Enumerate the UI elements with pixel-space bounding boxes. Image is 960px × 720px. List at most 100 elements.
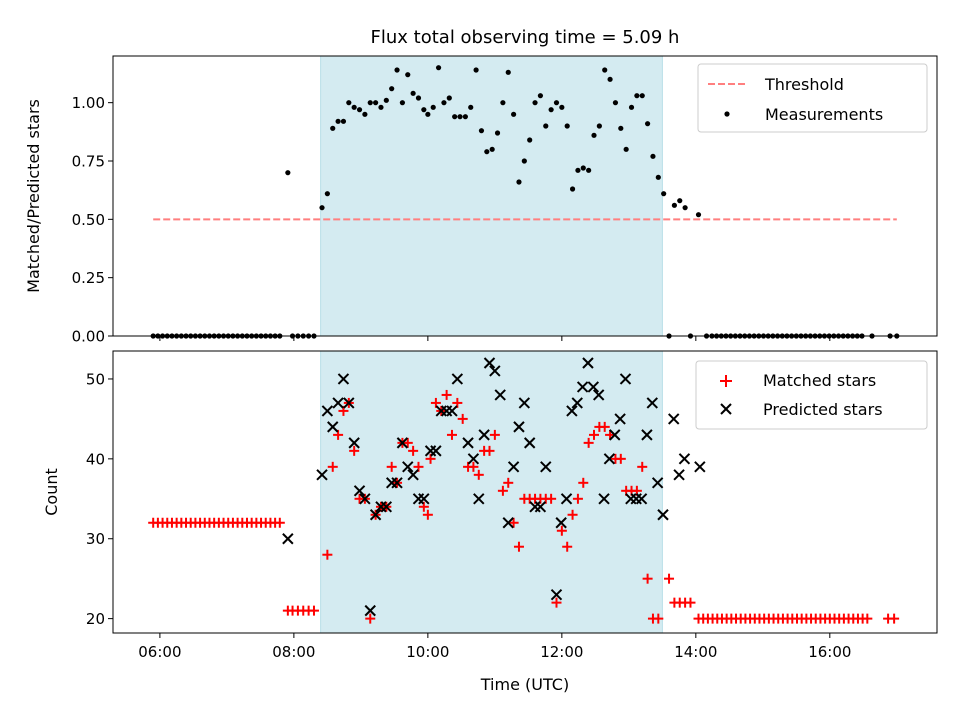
figure-title: Flux total observing time = 5.09 h	[371, 27, 680, 48]
x-tick-label: 14:00	[674, 643, 717, 661]
measurements-legend-swatch	[724, 111, 730, 117]
ratio-panel: 0.00 0.25 0.50 0.75 1.00 Matched/Predicted s…	[24, 55, 938, 346]
matched-star-point	[556, 525, 567, 536]
predicted-star-point	[534, 501, 547, 513]
predicted-stars-points	[282, 357, 706, 617]
measurement-point	[324, 191, 330, 197]
predicted-star-point	[353, 485, 366, 497]
predicted-star-point	[391, 477, 403, 489]
measurement-point	[511, 111, 517, 117]
predicted-star-point	[614, 413, 626, 425]
predicted-star-point	[550, 588, 563, 601]
matched-star-point	[386, 461, 397, 472]
predicted-star-point	[369, 509, 382, 521]
predicted-star-point	[359, 493, 371, 505]
measurement-point	[399, 100, 406, 106]
ratio-y-tick-label: 0.50	[72, 211, 105, 229]
measurement-point	[446, 95, 452, 101]
predicted-star-point	[507, 461, 520, 473]
matched-star-point	[615, 453, 626, 464]
measurement-point	[383, 97, 389, 103]
matched-star-point	[418, 501, 429, 512]
measurement-point	[537, 93, 544, 99]
predicted-star-point	[402, 461, 414, 473]
measurement-point	[285, 170, 291, 176]
measurement-point	[319, 205, 325, 211]
matched-star-point	[468, 461, 479, 472]
predicted-star-point	[635, 493, 648, 505]
matched-star-point	[489, 429, 500, 440]
matched-star-point	[508, 517, 519, 528]
measurement-point	[564, 123, 570, 129]
matched-star-point	[599, 421, 610, 432]
measurement-point	[586, 167, 592, 173]
measurement-point	[494, 130, 501, 136]
measurement-point	[356, 107, 363, 113]
measurement-point	[532, 100, 538, 106]
x-tick-label: 06:00	[138, 643, 181, 661]
measurement-point	[553, 100, 560, 106]
count-legend: Matched stars Predicted stars	[695, 360, 928, 430]
measurement-point	[655, 174, 661, 180]
measurement-point	[682, 205, 688, 211]
matched-star-point	[685, 597, 696, 608]
measurement-point	[612, 100, 619, 106]
ratio-y-tick-label: 1.00	[72, 94, 105, 112]
predicted-star-point	[407, 469, 419, 481]
matched-star-point	[664, 573, 675, 584]
matched-star-point	[572, 493, 583, 504]
count-x-ticks: 06:00 08:00 10:00 12:00 14:00 16:00	[138, 633, 851, 661]
measurement-point	[569, 186, 576, 192]
count-panel-frame	[112, 350, 938, 634]
matched-star-point	[862, 613, 873, 624]
matched-star-point	[497, 485, 508, 496]
predicted-star-point	[396, 437, 409, 449]
ratio-y-axis-label: Matched/Predicted stars	[24, 99, 43, 293]
ratio-y-tick-label: 0.00	[72, 328, 105, 346]
measurement-point	[362, 111, 368, 117]
predicted-star-point	[380, 501, 393, 513]
measurement-point	[644, 121, 651, 127]
predicted-star-point	[694, 461, 706, 473]
ratio-x-ticks	[159, 336, 831, 341]
x-axis-label: Time (UTC)	[480, 675, 569, 694]
predicted-star-point	[473, 493, 485, 505]
matched-star-point	[452, 397, 463, 408]
count-y-tick-label: 30	[86, 530, 105, 548]
measurement-point	[415, 95, 422, 101]
measurement-point	[623, 146, 629, 152]
predicted-star-point	[348, 437, 360, 449]
measurement-point	[591, 132, 597, 138]
measurement-point	[373, 100, 379, 106]
measurement-point	[367, 100, 373, 106]
measurement-point	[639, 93, 645, 99]
measurement-point	[430, 104, 436, 110]
measurement-point	[559, 104, 565, 110]
ratio-y-tick-label: 0.25	[72, 269, 105, 287]
predicted-star-point	[337, 373, 350, 385]
measurement-point	[548, 107, 554, 113]
measurement-point	[607, 76, 613, 82]
predicted-star-point	[316, 469, 328, 481]
matched-star-point	[402, 437, 413, 448]
measurement-point	[421, 107, 427, 113]
predicted-star-point	[598, 493, 610, 505]
matched-star-point	[441, 389, 452, 400]
measurement-point	[410, 90, 416, 96]
measurement-point	[489, 146, 495, 152]
matched-star-point	[274, 517, 285, 528]
measurement-point	[596, 123, 602, 129]
matched-star-point	[446, 429, 457, 440]
matched-star-point	[327, 461, 338, 472]
matched-star-point	[642, 573, 653, 584]
x-tick-label: 10:00	[406, 643, 449, 661]
measurement-point	[602, 67, 608, 73]
measurement-point	[478, 128, 485, 134]
matched-star-point	[408, 445, 419, 456]
predicted-star-point	[467, 453, 480, 465]
predicted-star-point	[327, 421, 339, 433]
measurement-point	[405, 72, 411, 78]
matched-star-point	[349, 445, 360, 456]
measurement-point	[394, 67, 400, 73]
